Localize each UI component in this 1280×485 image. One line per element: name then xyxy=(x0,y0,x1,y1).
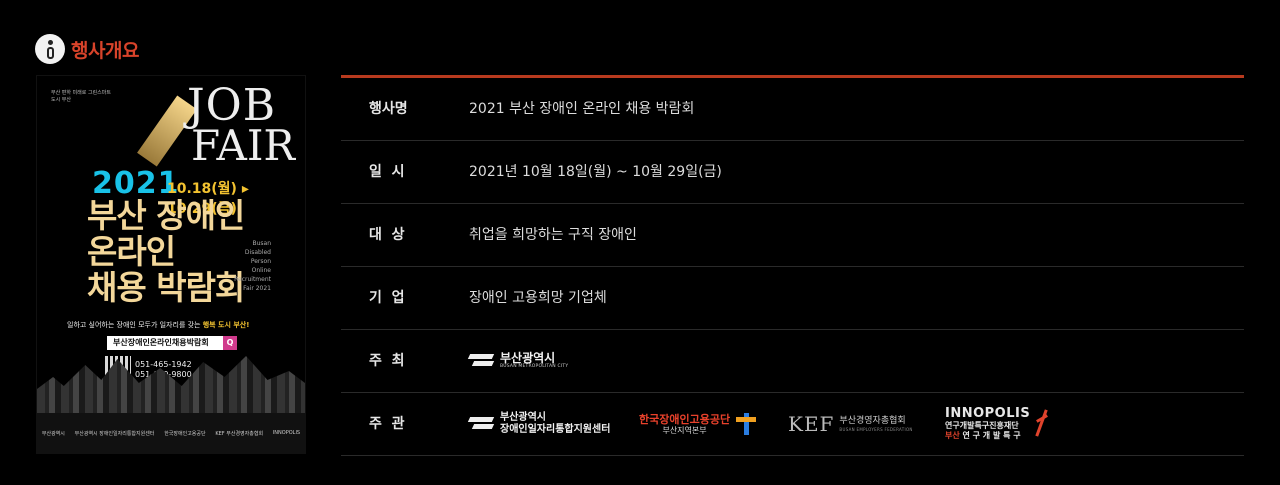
host-logo-name: 부산광역시 xyxy=(500,351,556,365)
poster-english: Busan Disabled Person Online Recruitment… xyxy=(234,240,271,292)
busan-logo-icon xyxy=(467,352,495,370)
table-row: 일 시 2021년 10월 18일(월) ~ 10월 29일(금) xyxy=(341,141,1244,204)
row-label: 일 시 xyxy=(369,164,405,180)
organizer-logo-kef: KEF 부산경영자총협회 BUSAN EMPLOYERS FEDERATION xyxy=(788,393,913,455)
poster-job: JOB xyxy=(187,80,277,131)
busan-logo-icon xyxy=(467,415,495,433)
poster-title-line3: 채용 박람회 xyxy=(87,268,245,307)
poster-title: 부산 장애인 온라인 채용 박람회 xyxy=(87,196,245,307)
table-row: 주 최 부산광역시 BUSAN METROPOLITAN CITY xyxy=(341,330,1244,393)
row-label: 기 업 xyxy=(369,290,405,306)
row-label: 주 관 xyxy=(369,416,405,432)
busan-center-line2: 장애인일자리통합지원센터 xyxy=(500,424,611,435)
info-icon xyxy=(35,34,65,64)
row-label: 주 최 xyxy=(369,353,405,369)
section-header: 행사개요 xyxy=(35,34,139,64)
kef-line1: 부산경영자총협회 xyxy=(839,415,906,426)
event-info-table: 행사명 2021 부산 장애인 온라인 채용 박람회 일 시 2021년 10월… xyxy=(341,75,1244,456)
row-label: 대 상 xyxy=(369,227,405,243)
event-poster: 부산 편하 미래로 그린스마트 도시 부산 JOB FAIR 2021 10.1… xyxy=(36,75,306,454)
poster-title-line1: 부산 장애인 xyxy=(87,196,245,235)
kef-mark: KEF xyxy=(788,412,835,436)
kead-line1: 한국장애인고용공단 xyxy=(639,412,731,426)
poster-footer-3: 한국장애인고용공단 xyxy=(164,430,206,437)
row-value: 2021 부산 장애인 온라인 채용 박람회 xyxy=(469,101,695,117)
poster-dates: 10.18(월) ▸ 10.29(금) xyxy=(167,181,249,217)
table-row: 대 상 취업을 희망하는 구직 장애인 xyxy=(341,204,1244,267)
innopolis-logo-icon xyxy=(1035,407,1049,441)
organizer-logo-innopolis: INNOPOLIS 연구개발특구진흥재단 부산 연 구 개 발 특 구 xyxy=(945,393,1049,455)
innopolis-line2: 연구개발특구진흥재단 xyxy=(945,421,1019,430)
kead-logo-icon xyxy=(735,411,757,437)
table-row: 기 업 장애인 고용희망 기업체 xyxy=(341,267,1244,330)
table-row: 행사명 2021 부산 장애인 온라인 채용 박람회 xyxy=(341,78,1244,141)
slogan-highlight: 행복 도시 부산! xyxy=(202,321,250,329)
organizer-logo-busan-center: 부산광역시 장애인일자리통합지원센터 xyxy=(467,393,611,455)
poster-search-box: Q 부산장애인온라인채용박람회 xyxy=(107,336,237,350)
row-label: 행사명 xyxy=(369,101,408,117)
poster-footer-1: 부산광역시 xyxy=(41,430,65,437)
kef-line2: BUSAN EMPLOYERS FEDERATION xyxy=(839,426,913,432)
table-row: 주 관 부산광역시 장애인일자리통합지원센터 한국장애인고용공단 부산지역본부 … xyxy=(341,393,1244,456)
slogan-text: 일하고 싶어하는 장애인 모두가 일자리를 갖는 xyxy=(67,321,203,329)
section-title: 행사개요 xyxy=(71,39,139,62)
poster-footer-2: 부산광역시 장애인일자리통합지원센터 xyxy=(74,430,155,437)
poster-brand: 부산 편하 미래로 그린스마트 도시 부산 xyxy=(51,90,111,103)
poster-year: 2021 xyxy=(92,166,180,201)
poster-footer: 부산광역시 부산광역시 장애인일자리통합지원센터 한국장애인고용공단 KEF 부… xyxy=(37,413,305,453)
host-logo-sub: BUSAN METROPOLITAN CITY xyxy=(500,364,569,369)
poster-fair: FAIR xyxy=(191,121,296,170)
busan-center-line1: 부산광역시 xyxy=(500,412,546,423)
innopolis-line3-red: 부산 xyxy=(945,431,960,440)
poster-phone1: 051-465-1942 xyxy=(135,360,192,369)
innopolis-line3-text: 연 구 개 발 특 구 xyxy=(959,431,1021,440)
kead-line2: 부산지역본부 xyxy=(662,425,707,435)
poster-search-icon: Q xyxy=(223,336,237,350)
row-value: 2021년 10월 18일(월) ~ 10월 29일(금) xyxy=(469,164,722,180)
organizer-logo-kead: 한국장애인고용공단 부산지역본부 xyxy=(639,393,757,455)
poster-footer-5: INNOPOLIS xyxy=(272,430,301,436)
row-value: 장애인 고용희망 기업체 xyxy=(469,290,607,306)
poster-slogan: 일하고 싶어하는 장애인 모두가 일자리를 갖는 행복 도시 부산! xyxy=(67,320,249,330)
poster-title-line2: 온라인 xyxy=(87,232,176,271)
poster-footer-4: KEF 부산경영자총협회 xyxy=(215,430,264,437)
poster-search-label: 부산장애인온라인채용박람회 xyxy=(113,338,209,347)
row-value: 취업을 희망하는 구직 장애인 xyxy=(469,227,637,243)
host-logo-busan: 부산광역시 BUSAN METROPOLITAN CITY xyxy=(467,330,569,392)
innopolis-title: INNOPOLIS xyxy=(945,406,1031,421)
innopolis-line3: 부산 연 구 개 발 특 구 xyxy=(945,431,1030,441)
